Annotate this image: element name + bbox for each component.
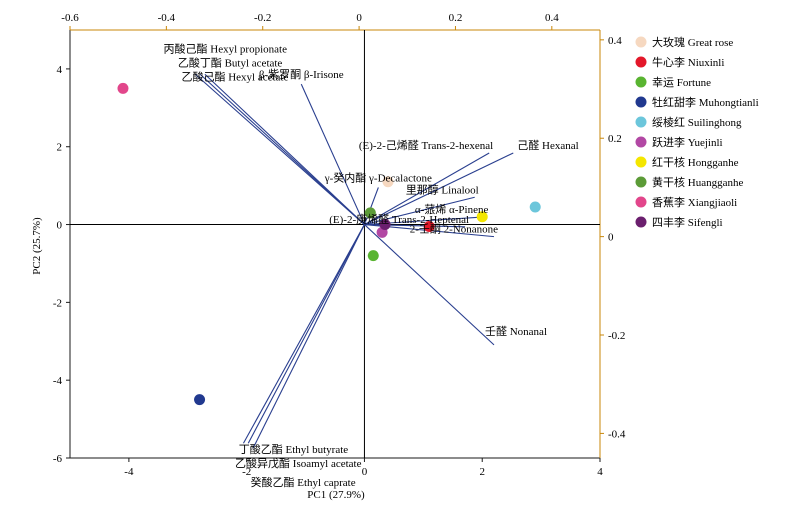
right-tick-label: -0.4: [608, 428, 626, 440]
vector-label: 丁酸乙酯 Ethyl butyrate: [239, 442, 348, 456]
vector-label: 2-壬酮 2-Nonanone: [410, 223, 498, 236]
legend-marker: [635, 216, 647, 228]
legend-marker: [635, 196, 647, 208]
loading-vector: [199, 73, 365, 225]
x-tick-label: -4: [124, 466, 134, 478]
score-point: [364, 207, 376, 219]
vector-label: 壬醛 Nonanal: [485, 324, 547, 338]
score-point: [529, 201, 541, 213]
axes-layer: -4 -2 0 2 4 -6 -4 -2 0 2 4 -0.6 -0.4 -0.2 0 0.2 0.4 0.4 0.…: [53, 12, 626, 478]
vector-label: (E)-2-庚烯醛 Trans-2-Heptenal: [329, 212, 469, 226]
loading-vector: [300, 83, 365, 225]
legend-marker: [635, 76, 647, 88]
vector-label: α-蒎烯 α-Pinene: [415, 202, 489, 216]
legend-label: 牡红甜李 Muhongtianli: [652, 95, 759, 109]
score-point: [117, 82, 129, 94]
legend-marker: [635, 56, 647, 68]
legend-label: 黄干核 Huangganhe: [652, 175, 743, 189]
loading-vector: [242, 224, 365, 444]
legend-label: 牛心李 Niuxinli: [652, 55, 724, 69]
top-tick-label: 0.4: [545, 12, 559, 24]
vector-label: 乙酸异戊酯 Isoamyl acetate: [235, 456, 362, 470]
y-tick-label: 2: [57, 142, 63, 154]
score-point: [476, 211, 488, 223]
score-point: [423, 220, 435, 232]
score-point: [382, 176, 394, 188]
legend-marker: [635, 96, 647, 108]
vector-label: β-紫罗酮 β-Irisone: [259, 68, 344, 81]
y-tick-label: -2: [53, 297, 62, 309]
legend: 大玫瑰 Great rose 牛心李 Niuxinli 幸运 Fortune 牡红甜李…: [635, 35, 759, 229]
legend-label: 绥棱红 Suilinghong: [652, 116, 742, 129]
vector-label: 己醛 Hexanal: [517, 138, 578, 152]
x-tick-label: 4: [597, 466, 603, 478]
loading-vector: [364, 224, 495, 346]
score-point: [194, 394, 206, 406]
score-points-layer: [117, 82, 541, 406]
y-tick-label: -6: [53, 453, 63, 465]
top-tick-label: 0.2: [449, 12, 463, 24]
legend-label: 幸运 Fortune: [652, 76, 711, 89]
right-tick-label: 0: [608, 232, 614, 244]
x-tick-label: -2: [242, 466, 251, 478]
y-axis-title: PC2 (25.7%): [31, 217, 43, 275]
right-tick-label: 0.2: [608, 133, 622, 145]
top-tick-label: -0.6: [61, 12, 79, 24]
legend-marker: [635, 176, 647, 188]
vector-label: (E)-2-己烯醛 Trans-2-hexenal: [359, 138, 493, 152]
loading-vectors-layer: [194, 73, 514, 449]
legend-marker: [635, 116, 647, 128]
legend-marker: [635, 156, 647, 168]
top-tick-label: 0: [356, 12, 362, 24]
loading-vector: [364, 152, 514, 226]
score-point: [379, 219, 391, 231]
right-tick-label: 0.4: [608, 35, 622, 47]
legend-marker: [635, 136, 647, 148]
right-tick-label: -0.2: [608, 330, 625, 342]
loading-vector: [364, 152, 490, 226]
x-tick-label: 2: [479, 466, 485, 478]
top-tick-label: -0.4: [158, 12, 176, 24]
top-tick-label: -0.2: [254, 12, 271, 24]
loading-vector: [252, 224, 365, 449]
legend-label: 大玫瑰 Great rose: [652, 35, 733, 49]
x-tick-label: 0: [362, 466, 368, 478]
loading-vector: [363, 187, 379, 225]
vector-label: 里那醇 Linalool: [406, 182, 479, 196]
vector-label: 乙酸己酯 Hexyl acetate: [181, 69, 288, 83]
vector-label: γ-癸内酯 γ-Decalactone: [324, 170, 432, 184]
score-point: [367, 250, 379, 262]
vector-label: 丙酸己酯 Hexyl propionate: [164, 41, 288, 55]
legend-label: 四丰李 Sifengli: [652, 215, 723, 229]
legend-label: 香蕉李 Xiangjiaoli: [652, 195, 737, 209]
y-tick-label: 0: [57, 220, 63, 232]
x-axis-title: PC1 (27.9%): [307, 489, 365, 501]
y-tick-label: 4: [57, 64, 63, 76]
loading-vector: [247, 224, 365, 444]
legend-label: 跃进李 Yuejinli: [652, 135, 723, 149]
vector-label: 癸酸乙酯 Ethyl caprate: [251, 475, 356, 489]
vector-label: 乙酸丁酯 Butyl acetate: [178, 55, 283, 69]
loading-vector: [204, 73, 365, 225]
y-tick-label: -4: [53, 375, 63, 387]
legend-label: 红干核 Hongganhe: [652, 155, 739, 169]
legend-marker: [635, 36, 647, 48]
